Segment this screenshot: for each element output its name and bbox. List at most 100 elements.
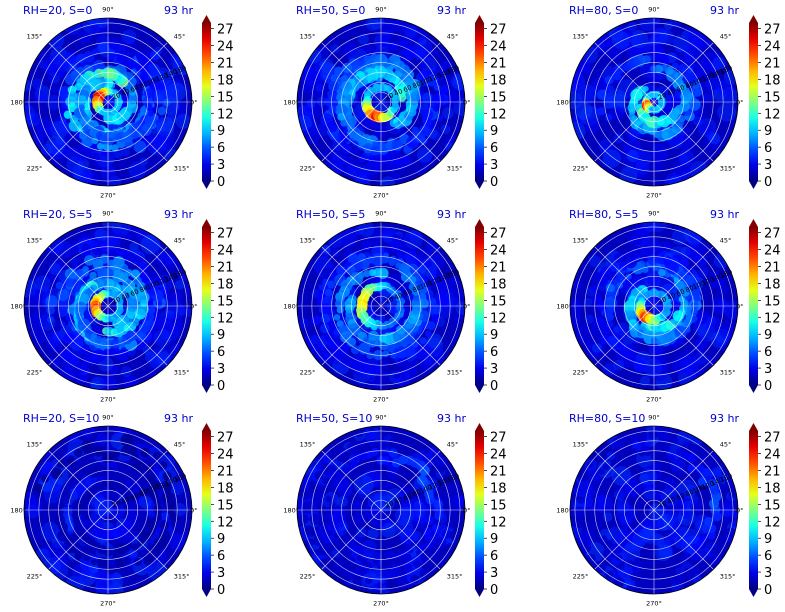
band-cell-4-24 xyxy=(130,130,139,140)
band-cell-4-36 xyxy=(127,60,137,70)
eyewall-cell-78 xyxy=(663,445,671,453)
colorbar-tick-label: 3 xyxy=(764,566,772,581)
eyewall-cell-318 xyxy=(417,542,426,551)
angle-label: 270° xyxy=(100,396,116,404)
eyewall-cell-354 xyxy=(115,99,123,107)
colorbar-tick-label: 9 xyxy=(490,328,498,343)
colorbar-tick-label: 3 xyxy=(490,158,498,173)
angle-label: 45° xyxy=(447,237,459,245)
angle-label: 90° xyxy=(648,6,660,14)
band-cell-2-16 xyxy=(410,574,420,584)
band-cell-4-18 xyxy=(96,132,103,139)
colorbar-tick-label: 27 xyxy=(217,227,234,242)
angle-label: 315° xyxy=(720,368,736,376)
angle-label: 135° xyxy=(573,33,589,41)
angle-label: 45° xyxy=(174,237,186,245)
band-cell-4-38 xyxy=(396,161,407,171)
colorbar-tick-label: 0 xyxy=(217,175,225,190)
field-cell-42 xyxy=(652,159,665,172)
radial-gridline xyxy=(653,42,714,103)
radial-gridline xyxy=(48,101,109,162)
band-cell-0-29 xyxy=(121,445,133,457)
colorbar-tick-label: 9 xyxy=(217,328,225,343)
band-cell-1-32 xyxy=(614,63,625,74)
colorbar-tick-label: 18 xyxy=(490,481,507,496)
angle-label: 180° xyxy=(556,507,572,515)
panel-time: 93 hr xyxy=(164,4,193,17)
colorbar-tick-label: 24 xyxy=(217,448,234,463)
angle-label: 225° xyxy=(573,368,589,376)
band-cell-4-27 xyxy=(328,105,337,114)
polar-panel-1: 204060801001201401600°45°90°135°180°225°… xyxy=(10,4,233,200)
colorbar-extend-min xyxy=(749,181,758,189)
ring-gridline xyxy=(351,72,411,132)
band-cell-1-34 xyxy=(604,75,614,85)
band-cell-1-8 xyxy=(614,577,625,588)
angle-label: 135° xyxy=(300,441,316,449)
colorbar-tick-label: 18 xyxy=(490,277,507,292)
band-cell-4-22 xyxy=(334,66,344,76)
band-cell-2-37 xyxy=(135,51,146,61)
colorbar-tick-label: 18 xyxy=(217,73,234,88)
panel-time: 93 hr xyxy=(164,208,193,221)
band-cell-4-30 xyxy=(154,94,165,105)
angle-label: 90° xyxy=(648,210,660,218)
field-cell-100 xyxy=(690,36,704,50)
band-cell-0-31 xyxy=(686,66,694,74)
band-cell-0-7 xyxy=(446,506,458,519)
band-cell-2-31 xyxy=(606,305,615,314)
colorbar-tick-label: 12 xyxy=(490,515,507,530)
band-cell-1-4 xyxy=(83,470,91,477)
angle-label: 135° xyxy=(27,237,43,245)
band-cell-0-21 xyxy=(152,504,163,515)
colorbar-tick-label: 0 xyxy=(490,175,498,190)
band-cell-1-36 xyxy=(60,61,70,70)
colorbar-tick-label: 9 xyxy=(217,124,225,139)
radial-gridline xyxy=(594,42,655,103)
band-cell-4-21 xyxy=(674,325,687,339)
band-cell-4-35 xyxy=(367,155,376,164)
band-cell-0-14 xyxy=(124,544,131,551)
colorbar-tick-label: 12 xyxy=(764,515,781,530)
field-cell-130 xyxy=(319,58,334,73)
field-cell-6 xyxy=(706,356,715,365)
colorbar-extend-max xyxy=(749,15,758,23)
band-cell-4-26 xyxy=(690,301,699,310)
angle-label: 270° xyxy=(646,192,662,200)
ring-gridline xyxy=(48,42,168,162)
band-cell-3-20 xyxy=(334,103,348,117)
band-cell-2-39 xyxy=(379,35,391,47)
band-cell-2-33 xyxy=(418,69,430,80)
band-cell-1-35 xyxy=(158,461,168,470)
ring-gridline xyxy=(87,81,129,123)
band-cell-2-4 xyxy=(309,513,321,526)
field-cell-101 xyxy=(577,84,598,105)
colorbar-tick-label: 0 xyxy=(490,379,498,394)
band-cell-0-36 xyxy=(651,44,664,57)
band-cell-0-31 xyxy=(102,452,113,464)
band-cell-1-38 xyxy=(47,75,54,82)
colorbar-tick-label: 27 xyxy=(490,431,507,446)
colorbar-tick-label: 27 xyxy=(217,23,234,38)
field-cell-32 xyxy=(380,176,396,186)
panel-time: 93 hr xyxy=(437,4,466,17)
colorbar-tick-label: 6 xyxy=(217,345,225,360)
angle-label: 225° xyxy=(300,572,316,580)
colorbar-tick-label: 15 xyxy=(217,294,234,309)
band-cell-0-8 xyxy=(446,496,457,507)
polar-frame xyxy=(569,17,739,187)
field-cell-139 xyxy=(354,174,371,186)
band-cell-1-4 xyxy=(346,442,359,454)
colorbar-tick-label: 21 xyxy=(764,465,781,480)
angle-label: 0° xyxy=(463,303,470,311)
colorbar-tick-label: 12 xyxy=(217,311,234,326)
band-cell-4-35 xyxy=(134,62,145,72)
band-cell-4-28 xyxy=(147,110,154,117)
eyewall-cell-168 xyxy=(325,495,332,503)
band-cell-3-39 xyxy=(589,331,602,345)
band-cell-4-31 xyxy=(677,271,689,282)
band-cell-4-39 xyxy=(407,157,414,164)
eyewall-cell-36 xyxy=(416,475,428,486)
